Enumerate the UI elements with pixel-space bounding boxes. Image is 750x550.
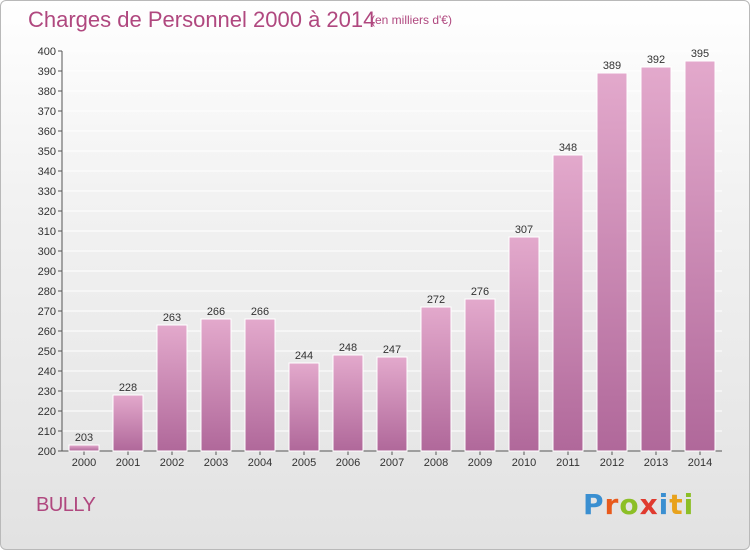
x-tick-label: 2000: [72, 457, 96, 469]
x-tick-label: 2003: [204, 457, 228, 469]
value-label: 307: [515, 224, 533, 236]
bar-2001: [112, 394, 144, 452]
brand-letter: x: [639, 488, 659, 521]
brand-letter: P: [583, 488, 605, 521]
x-tick-label: 2013: [644, 457, 668, 469]
bar-2004: [244, 318, 276, 452]
y-tick-label: 250: [38, 346, 56, 358]
x-tick-label: 2001: [116, 457, 140, 469]
bar-2000: [68, 444, 100, 452]
y-tick-label: 380: [38, 86, 56, 98]
value-label: 276: [471, 286, 489, 298]
bar-2011: [552, 154, 584, 452]
y-tick-label: 390: [38, 66, 56, 78]
y-tick-label: 300: [38, 246, 56, 258]
brand-letter: o: [619, 488, 640, 521]
value-label: 247: [383, 344, 401, 356]
value-label: 203: [75, 432, 93, 444]
brand-letter: t: [669, 488, 684, 521]
y-tick-label: 230: [38, 386, 56, 398]
brand-letter: r: [604, 488, 620, 521]
y-tick-label: 200: [38, 446, 56, 458]
bar-2010: [508, 236, 540, 452]
x-tick-label: 2002: [160, 457, 184, 469]
y-tick-label: 340: [38, 166, 56, 178]
y-tick-label: 320: [38, 206, 56, 218]
labels: 200 210 220 230 240 250 260 270 280 290 300 310 320 3…: [38, 46, 713, 469]
location-label: BULLY: [36, 494, 96, 516]
y-tick-label: 310: [38, 226, 56, 238]
x-tick-label: 2009: [468, 457, 492, 469]
y-tick-label: 360: [38, 126, 56, 138]
value-label: 266: [251, 306, 269, 318]
value-label: 266: [207, 306, 225, 318]
value-label: 228: [119, 382, 137, 394]
y-tick-label: 290: [38, 266, 56, 278]
bar-2007: [376, 356, 408, 452]
bar-2005: [288, 362, 320, 452]
chart-subtitle: (en milliers d'€): [371, 13, 452, 27]
y-tick-label: 370: [38, 106, 56, 118]
bar-2012: [596, 72, 628, 452]
x-tick-label: 2007: [380, 457, 404, 469]
bar-2009: [464, 298, 496, 452]
y-tick-label: 350: [38, 146, 56, 158]
y-tick-label: 330: [38, 186, 56, 198]
x-tick-label: 2010: [512, 457, 536, 469]
y-tick-label: 240: [38, 366, 56, 378]
x-tick-label: 2012: [600, 457, 624, 469]
value-label: 272: [427, 294, 445, 306]
bars: [68, 60, 716, 452]
x-tick-label: 2004: [248, 457, 272, 469]
bar-2008: [420, 306, 452, 452]
value-label: 389: [603, 60, 621, 72]
brand-letter: i: [658, 488, 670, 521]
value-label: 248: [339, 342, 357, 354]
chart-title: Charges de Personnel 2000 à 2014: [28, 7, 376, 32]
value-label: 348: [559, 142, 577, 154]
bar-2002: [156, 324, 188, 452]
y-tick-label: 210: [38, 426, 56, 438]
y-tick-label: 270: [38, 306, 56, 318]
value-label: 395: [691, 48, 709, 60]
y-tick-label: 220: [38, 406, 56, 418]
x-tick-label: 2008: [424, 457, 448, 469]
x-tick-label: 2014: [688, 457, 712, 469]
y-tick-label: 260: [38, 326, 56, 338]
y-tick-label: 400: [38, 46, 56, 58]
bar-2013: [640, 66, 672, 452]
bar-2014: [684, 60, 716, 452]
x-tick-label: 2006: [336, 457, 360, 469]
y-tick-label: 280: [38, 286, 56, 298]
brand-logo: Proxiti: [583, 488, 694, 521]
x-tick-label: 2005: [292, 457, 316, 469]
value-label: 244: [295, 350, 313, 362]
brand-letter: i: [683, 488, 695, 521]
value-label: 263: [163, 312, 181, 324]
value-label: 392: [647, 54, 665, 66]
bar-2003: [200, 318, 232, 452]
x-tick-label: 2011: [556, 457, 580, 469]
bar-2006: [332, 354, 364, 452]
